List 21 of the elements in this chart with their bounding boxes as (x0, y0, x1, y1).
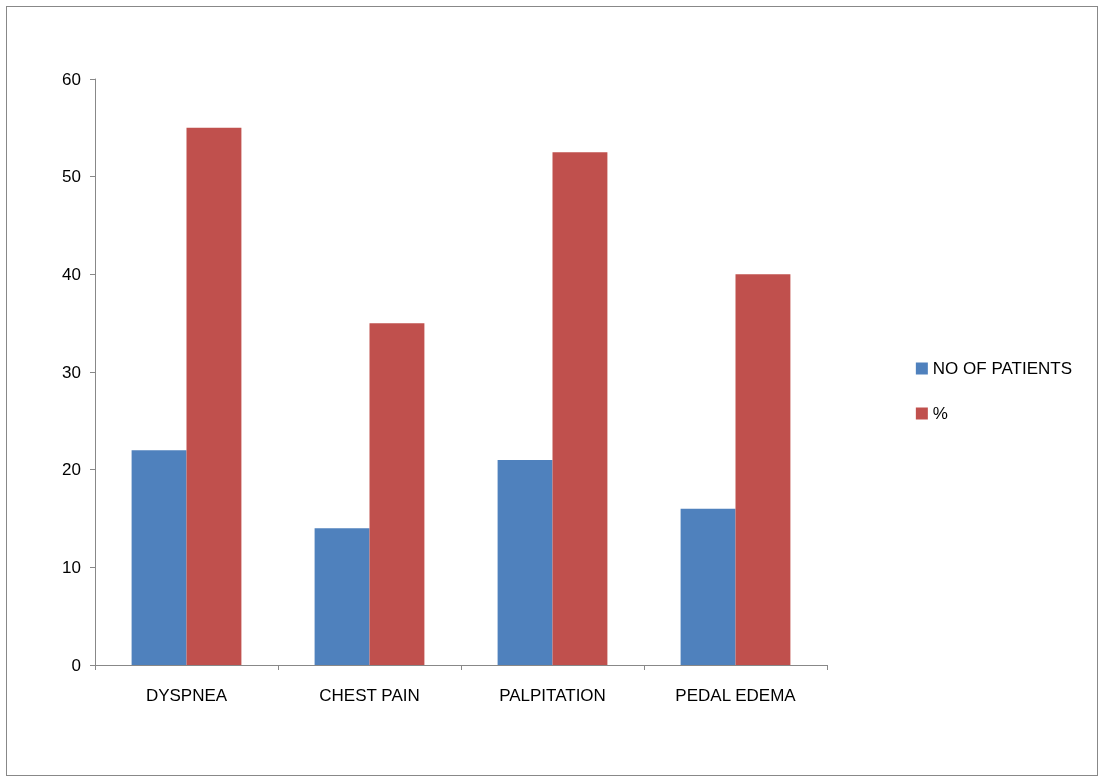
legend-label: NO OF PATIENTS (932, 359, 1072, 378)
y-tick-label: 20 (62, 460, 81, 480)
bar (680, 508, 736, 665)
y-tick-label: 40 (62, 264, 81, 284)
x-tick-label: CHEST PAIN (319, 686, 420, 705)
x-tick-label: DYSPNEA (145, 686, 228, 705)
y-tick-label: 0 (71, 655, 81, 675)
legend-label: % (932, 404, 948, 423)
bar (186, 127, 242, 665)
bar (552, 152, 608, 665)
y-tick-label: 30 (62, 362, 81, 382)
y-tick-label: 60 (62, 69, 81, 89)
y-tick-label: 10 (62, 557, 81, 577)
bar (497, 459, 553, 665)
bar (314, 528, 370, 665)
x-tick-label: PEDAL EDEMA (675, 686, 797, 705)
y-tick-label: 50 (62, 167, 81, 187)
bar (735, 274, 791, 665)
bar (369, 323, 425, 665)
bar (131, 450, 187, 665)
x-tick-label: PALPITATION (499, 686, 606, 705)
